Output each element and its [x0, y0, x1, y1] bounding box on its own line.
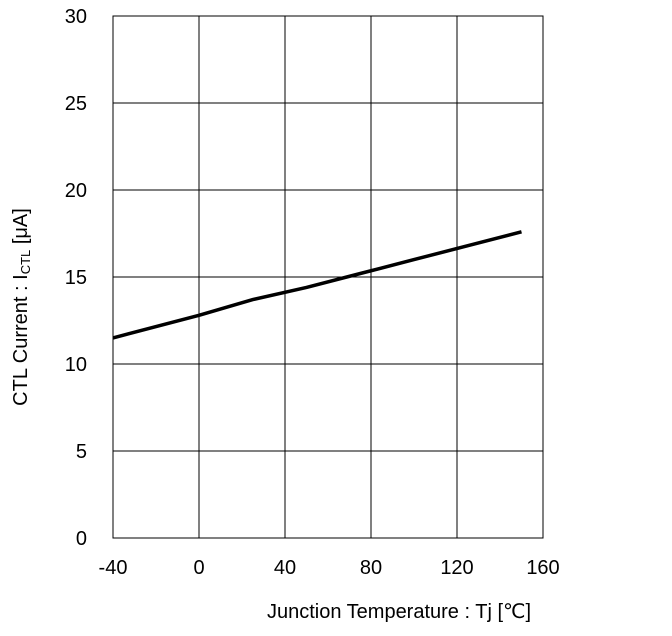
- y-axis-label: CTL Current : ICTL [μA]: [10, 208, 33, 406]
- y-tick-label: 10: [65, 354, 87, 376]
- x-tick-label: 160: [526, 557, 559, 579]
- x-tick-label: 0: [193, 557, 204, 579]
- x-tick-label: 40: [274, 557, 296, 579]
- y-tick-label: 0: [76, 528, 87, 550]
- y-tick-labels: 0 5 10 15 20 25 30: [65, 6, 87, 550]
- grid-lines: [112, 15, 544, 539]
- x-tick-label: 80: [360, 557, 382, 579]
- plot-frame: [112, 15, 544, 539]
- x-tick-labels: -40 0 40 80 120 160: [99, 557, 560, 579]
- y-axis-label-prefix: CTL Current : I: [10, 274, 32, 406]
- y-tick-label: 15: [65, 267, 87, 289]
- y-tick-label: 20: [65, 180, 87, 202]
- series-line: [112, 230, 522, 340]
- series-layer: [112, 230, 522, 340]
- y-tick-label: 30: [65, 6, 87, 28]
- y-tick-label: 25: [65, 93, 87, 115]
- y-axis-label-suffix: [μA]: [10, 208, 32, 250]
- x-axis-label: Junction Temperature : Tj [℃]: [267, 601, 531, 623]
- y-axis-label-subscript: CTL: [18, 250, 33, 275]
- x-tick-label: -40: [99, 557, 128, 579]
- y-tick-label: 5: [76, 441, 87, 463]
- x-tick-label: 120: [440, 557, 473, 579]
